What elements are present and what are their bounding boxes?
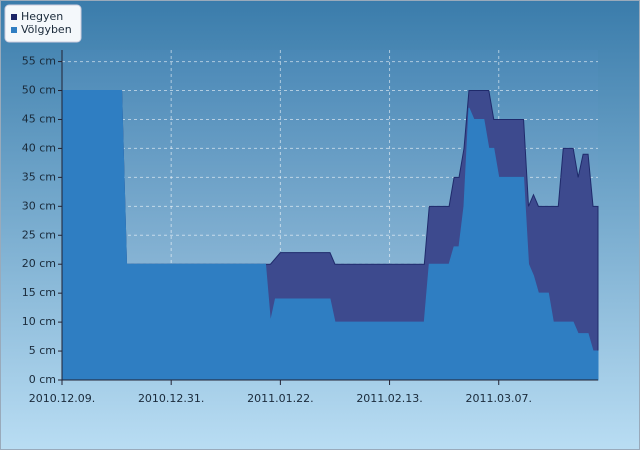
x-tick-label: 2010.12.31. xyxy=(138,392,204,405)
y-tick-label: 30 cm xyxy=(22,199,56,212)
x-tick-label: 2010.12.09. xyxy=(29,392,95,405)
y-tick-label: 0 cm xyxy=(29,373,56,386)
y-tick-label: 15 cm xyxy=(22,286,56,299)
y-tick-label: 40 cm xyxy=(22,141,56,154)
y-tick-label: 45 cm xyxy=(22,112,56,125)
y-tick-label: 35 cm xyxy=(22,170,56,183)
legend-box xyxy=(4,4,82,43)
x-tick-label: 2011.01.22. xyxy=(247,392,313,405)
y-tick-label: 25 cm xyxy=(22,228,56,241)
y-tick-label: 50 cm xyxy=(22,84,56,97)
x-tick-label: 2011.03.07. xyxy=(465,392,531,405)
y-tick-label: 10 cm xyxy=(22,315,56,328)
x-tick-label: 2011.02.13. xyxy=(356,392,422,405)
y-tick-label: 20 cm xyxy=(22,257,56,270)
area xyxy=(61,90,599,381)
legend-label: Hegyen xyxy=(21,10,63,23)
legend-label: Völgyben xyxy=(21,23,72,36)
y-tick-label: 5 cm xyxy=(29,344,56,357)
legend-swatch xyxy=(11,27,17,33)
y-tick-label: 55 cm xyxy=(22,55,56,68)
legend-swatch xyxy=(11,14,17,20)
